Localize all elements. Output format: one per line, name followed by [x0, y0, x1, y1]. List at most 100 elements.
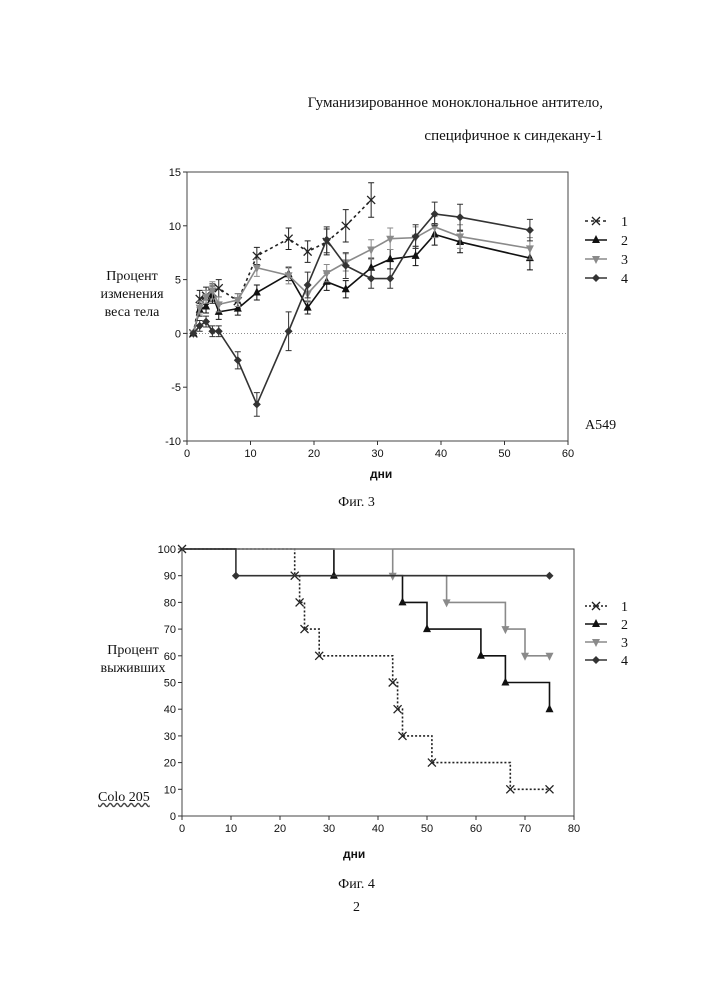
- fig3-legend-marker: [591, 216, 601, 226]
- fig3-y-tick-label: 15: [169, 167, 181, 179]
- fig4-legend-label: 2: [621, 618, 628, 633]
- fig3-data-point: [366, 195, 376, 205]
- fig4-legend-label: 1: [621, 600, 628, 615]
- fig3-data-point: [233, 297, 242, 306]
- fig3-data-point: [525, 226, 534, 235]
- fig3-series-line: [192, 225, 531, 334]
- fig3-data-point: [341, 284, 350, 293]
- fig4-data-point: [545, 784, 554, 794]
- fig3-y-tick-label: -10: [165, 436, 181, 448]
- fig4-data-point: [398, 731, 407, 741]
- fig3-data-point: [367, 246, 376, 255]
- fig4-x-tick-label: 10: [225, 823, 237, 835]
- fig3-y-tick-label: 5: [175, 275, 181, 287]
- fig4-caption: Фиг. 4: [338, 877, 375, 892]
- fig4-data-point: [295, 597, 305, 607]
- fig4-data-point: [521, 652, 529, 661]
- fig4-x-tick-label: 80: [568, 823, 580, 835]
- fig4-series-2: [182, 548, 554, 713]
- fig3-data-point: [456, 213, 465, 222]
- fig3-data-point: [252, 400, 261, 409]
- fig3-series-line: [192, 199, 372, 334]
- page-number: 2: [353, 900, 360, 915]
- fig3-series-4: [189, 201, 534, 417]
- fig3-legend-marker: [592, 274, 600, 282]
- fig3-data-point: [341, 261, 350, 270]
- fig4-x-tick-label: 70: [519, 823, 531, 835]
- fig3-x-axis-label: дни: [370, 467, 393, 481]
- fig4-data-point: [388, 678, 398, 687]
- fig3-data-point: [284, 327, 293, 336]
- fig3-x-tick-label: 50: [498, 448, 510, 460]
- fig3-legend-marker: [592, 256, 600, 264]
- fig3-x-tick-label: 60: [562, 448, 574, 460]
- fig4-series-line: [182, 548, 550, 657]
- fig4-x-axis-label: дни: [343, 847, 366, 861]
- fig4-y-tick-label: 40: [164, 704, 176, 716]
- fig4-series-line: [182, 548, 550, 791]
- fig3-x-tick-label: 10: [244, 448, 256, 460]
- fig4-y-tick-label: 30: [164, 731, 176, 743]
- fig3-data-point: [284, 272, 293, 281]
- fig4-series-1: [177, 544, 554, 794]
- fig4-x-tick-label: 30: [323, 823, 335, 835]
- fig4-chart: 0 10 20 30 40 50 60 70 80 90 100 0 10 20 30 40 50 60 70 80 1…: [158, 544, 628, 835]
- fig3-legend-label: 4: [621, 272, 628, 287]
- fig3-data-point: [214, 283, 224, 293]
- fig3-data-point: [303, 302, 312, 311]
- fig3-data-point: [386, 274, 395, 283]
- fig4-legend-marker: [592, 619, 600, 627]
- fig3-y-axis-label: Процент изменения веса тела: [100, 269, 164, 320]
- fig3-caption: Фиг. 3: [338, 495, 375, 510]
- fig3-data-point: [208, 327, 217, 336]
- fig3-data-point: [202, 293, 211, 302]
- fig4-data-point: [329, 570, 338, 579]
- fig3-data-point: [233, 303, 242, 312]
- fig4-y-tick-label: 20: [164, 758, 176, 770]
- fig4-y-tick-label: 80: [164, 597, 176, 609]
- fig3-data-point: [208, 287, 217, 296]
- fig3-legend-label: 2: [621, 234, 628, 249]
- fig4-x-tick-label: 50: [421, 823, 433, 835]
- fig4-data-point: [442, 599, 451, 608]
- fig3-legend-label: 1: [621, 215, 628, 230]
- fig3-legend-marker: [592, 235, 600, 243]
- fig3-data-point: [189, 329, 198, 338]
- fig3-data-point: [322, 235, 331, 244]
- fig3-legend-label: 3: [621, 253, 628, 268]
- fig3-data-point: [252, 264, 261, 273]
- fig3-data-point: [430, 209, 439, 218]
- fig4-series-line: [182, 548, 550, 577]
- fig4-data-point: [393, 704, 403, 714]
- fig3-data-point: [214, 301, 223, 310]
- fig3-data-point: [284, 234, 294, 244]
- fig3-data-point: [214, 327, 223, 336]
- fig3-data-point: [367, 274, 376, 283]
- fig4-y-tick-label: 0: [170, 811, 176, 823]
- fig4-x-tick-label: 0: [179, 823, 185, 835]
- fig4-series-3: [182, 548, 554, 661]
- fig4-y-tick-label: 50: [164, 678, 176, 690]
- fig4-y-tick-label: 90: [164, 571, 176, 583]
- fig3-data-point: [341, 221, 351, 231]
- fig4-data-point: [314, 651, 324, 661]
- fig4-data-point: [427, 758, 437, 768]
- fig4-y-axis-label: Процент выживших: [100, 643, 166, 676]
- fig4-data-point: [545, 571, 554, 580]
- fig4-data-point: [423, 624, 431, 633]
- fig4-y-tick-label: 10: [164, 784, 176, 796]
- header-line-2: специфичное к синдекану-1: [424, 128, 603, 144]
- fig3-data-point: [202, 301, 211, 310]
- fig4-data-point: [300, 624, 309, 634]
- fig4-data-point: [501, 677, 510, 686]
- fig3-data-point: [303, 280, 312, 289]
- fig3-x-tick-label: 0: [184, 448, 190, 460]
- header-line-1: Гуманизированное моноклональное антитело…: [307, 95, 603, 111]
- fig3-data-point: [322, 270, 331, 279]
- fig4-annotation: Colo 205: [98, 790, 150, 805]
- fig4-data-point: [476, 650, 485, 659]
- fig3-data-point: [195, 321, 204, 330]
- fig4-data-point: [545, 704, 554, 713]
- fig3-series-line: [192, 213, 531, 407]
